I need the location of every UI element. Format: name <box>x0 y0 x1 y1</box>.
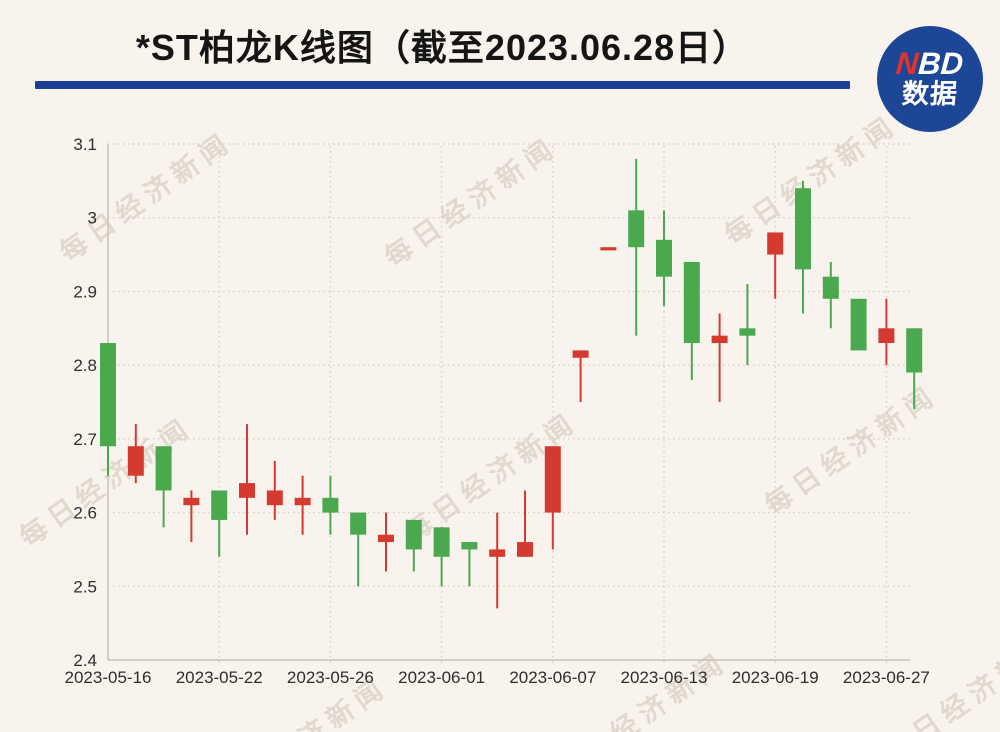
candle-body <box>572 350 589 358</box>
candle-2023-06-16 <box>739 284 756 366</box>
candle-2023-06-27 <box>878 298 895 366</box>
candle-2023-06-12 <box>628 158 645 336</box>
y-tick-label: 2.5 <box>73 577 97 596</box>
candle-2023-05-23 <box>239 424 255 535</box>
candle-body <box>405 519 422 550</box>
candle-2023-05-26 <box>322 475 339 535</box>
candle-2023-06-07 <box>544 446 561 550</box>
candle-body <box>544 446 561 513</box>
candle-2023-06-28 <box>906 328 923 410</box>
candle-2023-06-13 <box>656 210 672 307</box>
candle-body <box>211 490 228 520</box>
nbd-logo: NBD 数据 <box>876 25 984 133</box>
nbd-logo-subtitle: 数据 <box>900 78 960 109</box>
candle-body <box>294 497 311 506</box>
candle-body <box>739 328 756 336</box>
x-tick-label: 2023-06-07 <box>509 668 596 687</box>
candle-2023-06-14 <box>683 261 700 380</box>
candle-2023-05-25 <box>294 475 311 535</box>
candle-2023-06-09 <box>600 247 617 251</box>
candle-body <box>683 261 700 344</box>
candle-2023-05-30 <box>378 512 394 572</box>
candle-2023-06-20 <box>795 180 811 314</box>
y-tick-label: 2.7 <box>73 430 97 449</box>
candle-2023-05-24 <box>266 460 283 520</box>
candle-body <box>350 512 367 535</box>
candle-body <box>489 549 506 557</box>
y-tick-label: 3 <box>88 209 97 228</box>
candle-body <box>517 542 533 557</box>
candle-body <box>767 232 784 255</box>
candle-body <box>461 542 478 550</box>
y-tick-label: 3.1 <box>73 135 97 154</box>
candle-2023-06-08 <box>572 350 589 402</box>
candle-2023-05-17 <box>127 424 144 484</box>
candle-2023-06-02 <box>461 542 478 587</box>
candle-body <box>711 335 728 344</box>
x-tick-label: 2023-06-27 <box>843 668 930 687</box>
candle-body <box>433 527 450 557</box>
candle-body <box>906 328 923 373</box>
candle-body <box>795 188 811 270</box>
candle-2023-05-31 <box>405 519 422 572</box>
header: *ST柏龙K线图（截至2023.06.28日） <box>35 0 850 69</box>
candle-2023-05-29 <box>350 512 367 587</box>
candle-body <box>378 534 394 543</box>
nbd-logo-bd: BD <box>917 45 965 81</box>
candle-2023-06-19 <box>767 232 784 299</box>
candle-body <box>183 497 200 506</box>
candle-2023-06-01 <box>433 527 450 587</box>
y-tick-label: 2.6 <box>73 504 97 523</box>
candle-2023-05-18 <box>155 446 172 528</box>
candle-body <box>155 446 172 491</box>
y-tick-label: 2.9 <box>73 282 97 301</box>
x-tick-label: 2023-06-19 <box>732 668 819 687</box>
candle-body <box>850 298 867 351</box>
nbd-logo-wordmark: NBD <box>895 45 965 81</box>
candle-2023-06-15 <box>711 313 728 402</box>
candle-body <box>878 328 895 344</box>
candle-2023-05-22 <box>211 490 228 557</box>
x-tick-label: 2023-05-26 <box>287 668 374 687</box>
y-tick-label: 2.8 <box>73 356 97 375</box>
candle-2023-06-05 <box>489 512 506 609</box>
x-tick-label: 2023-06-13 <box>621 668 708 687</box>
candle-body <box>127 446 144 476</box>
candle-body <box>628 210 645 248</box>
candle-body <box>822 276 839 299</box>
title-underline-bar <box>35 81 850 89</box>
x-tick-label: 2023-05-16 <box>65 668 152 687</box>
candle-2023-05-16 <box>100 343 116 476</box>
candle-2023-06-06 <box>517 490 533 557</box>
candle-body <box>239 483 255 498</box>
page-title: *ST柏龙K线图（截至2023.06.28日） <box>135 27 750 68</box>
candle-body <box>600 247 617 251</box>
candle-body <box>322 497 339 513</box>
candle-body <box>100 343 116 447</box>
x-tick-label: 2023-06-01 <box>398 668 485 687</box>
candle-body <box>266 490 283 506</box>
candle-body <box>656 239 672 277</box>
candle-2023-05-19 <box>183 490 200 543</box>
candle-2023-06-26 <box>850 298 867 351</box>
candle-2023-06-21 <box>822 261 839 329</box>
x-tick-label: 2023-05-22 <box>176 668 263 687</box>
y-tick-label: 2.4 <box>73 651 97 670</box>
